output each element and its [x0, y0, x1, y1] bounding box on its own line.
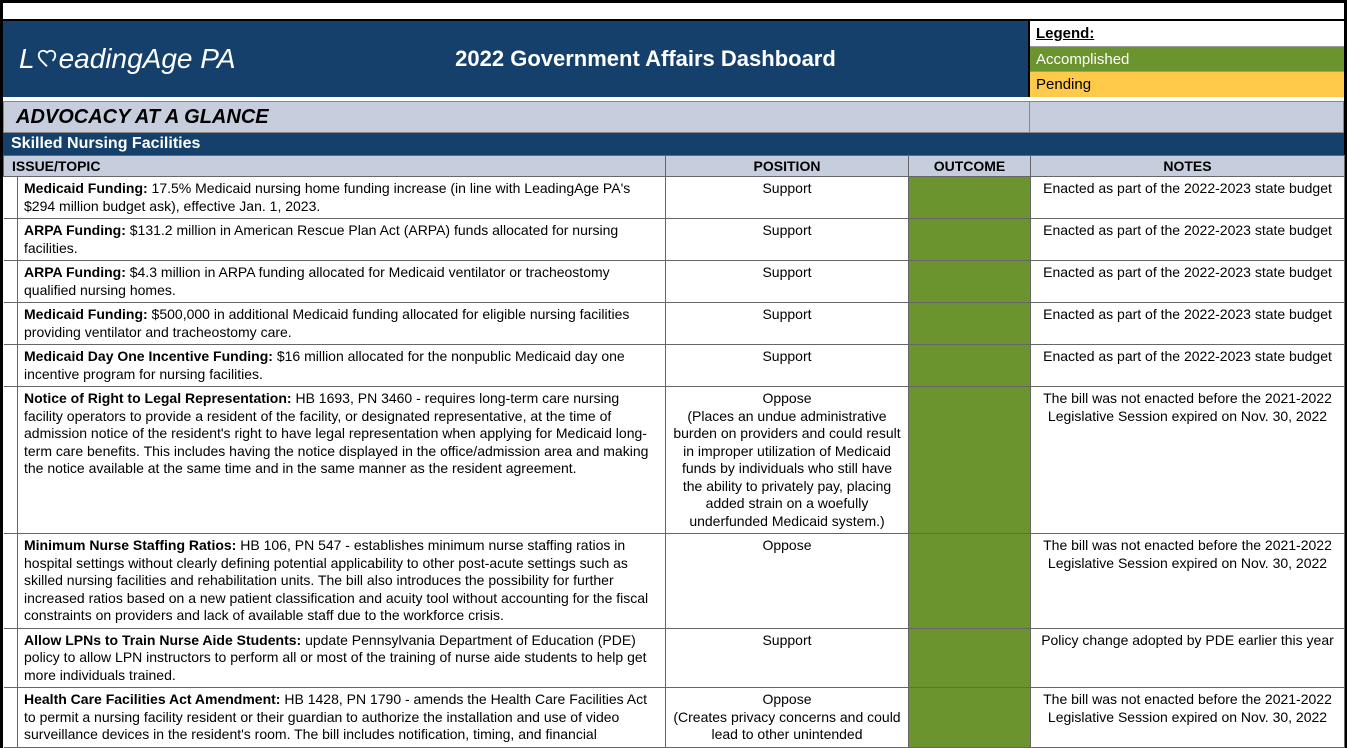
- issue-cell: Allow LPNs to Train Nurse Aide Students:…: [18, 628, 666, 688]
- issue-cell: Medicaid Funding: 17.5% Medicaid nursing…: [18, 177, 666, 219]
- position-label: Oppose: [672, 537, 902, 555]
- position-cell: Oppose(Creates privacy concerns and coul…: [666, 688, 909, 748]
- col-outcome: OUTCOME: [909, 156, 1031, 177]
- logo: L eadingAge PA: [3, 43, 263, 75]
- position-label: Support: [672, 264, 902, 282]
- notes-cell: Enacted as part of the 2022-2023 state b…: [1031, 345, 1345, 387]
- outcome-cell: [909, 387, 1031, 534]
- legend-accomplished: Accomplished: [1030, 47, 1344, 73]
- table-row: ARPA Funding: $131.2 million in American…: [4, 219, 1345, 261]
- row-gutter: [4, 387, 18, 534]
- legend-title: Legend:: [1030, 21, 1344, 47]
- outcome-cell: [909, 261, 1031, 303]
- advocacy-bar: ADVOCACY AT A GLANCE: [3, 101, 1344, 133]
- notes-cell: The bill was not enacted before the 2021…: [1031, 387, 1345, 534]
- table-row: Medicaid Funding: 17.5% Medicaid nursing…: [4, 177, 1345, 219]
- position-cell: Oppose(Places an undue administrative bu…: [666, 387, 909, 534]
- notes-cell: Enacted as part of the 2022-2023 state b…: [1031, 219, 1345, 261]
- row-gutter: [4, 688, 18, 748]
- position-cell: Oppose: [666, 534, 909, 629]
- issue-bold: Allow LPNs to Train Nurse Aide Students:: [24, 632, 301, 648]
- table-row: Health Care Facilities Act Amendment: HB…: [4, 688, 1345, 748]
- position-cell: Support: [666, 261, 909, 303]
- position-label: Support: [672, 306, 902, 324]
- table-row: Notice of Right to Legal Representation:…: [4, 387, 1345, 534]
- issue-bold: Minimum Nurse Staffing Ratios:: [24, 537, 236, 553]
- outcome-cell: [909, 688, 1031, 748]
- issue-cell: ARPA Funding: $4.3 million in ARPA fundi…: [18, 261, 666, 303]
- table-header-row: ISSUE/TOPIC POSITION OUTCOME NOTES: [4, 156, 1345, 177]
- outcome-cell: [909, 219, 1031, 261]
- notes-cell: Enacted as part of the 2022-2023 state b…: [1031, 261, 1345, 303]
- issue-bold: Medicaid Day One Incentive Funding:: [24, 348, 273, 364]
- row-gutter: [4, 345, 18, 387]
- issue-cell: ARPA Funding: $131.2 million in American…: [18, 219, 666, 261]
- legend-pending: Pending: [1030, 72, 1344, 97]
- header-row: L eadingAge PA 2022 Government Affairs D…: [3, 21, 1344, 97]
- top-spacer: [3, 3, 1344, 21]
- position-label: Support: [672, 348, 902, 366]
- logo-text-1: L: [19, 43, 35, 75]
- notes-cell: Enacted as part of the 2022-2023 state b…: [1031, 177, 1345, 219]
- table-row: ARPA Funding: $4.3 million in ARPA fundi…: [4, 261, 1345, 303]
- col-notes: NOTES: [1031, 156, 1345, 177]
- table-row: Medicaid Funding: $500,000 in additional…: [4, 303, 1345, 345]
- col-issue: ISSUE/TOPIC: [4, 156, 666, 177]
- position-cell: Support: [666, 628, 909, 688]
- outcome-cell: [909, 345, 1031, 387]
- notes-cell: Policy change adopted by PDE earlier thi…: [1031, 628, 1345, 688]
- row-gutter: [4, 303, 18, 345]
- row-gutter: [4, 177, 18, 219]
- page-title: 2022 Government Affairs Dashboard: [263, 46, 1028, 72]
- advocacy-title: ADVOCACY AT A GLANCE: [3, 101, 1030, 133]
- issue-cell: Medicaid Funding: $500,000 in additional…: [18, 303, 666, 345]
- issue-cell: Notice of Right to Legal Representation:…: [18, 387, 666, 534]
- legend-block: Legend: Accomplished Pending: [1030, 21, 1344, 97]
- issue-cell: Minimum Nurse Staffing Ratios: HB 106, P…: [18, 534, 666, 629]
- issue-bold: ARPA Funding:: [24, 264, 126, 280]
- position-note: (Creates privacy concerns and could lead…: [672, 709, 902, 744]
- outcome-cell: [909, 177, 1031, 219]
- table-row: Allow LPNs to Train Nurse Aide Students:…: [4, 628, 1345, 688]
- section-title: Skilled Nursing Facilities: [3, 133, 1344, 155]
- position-cell: Support: [666, 219, 909, 261]
- position-cell: Support: [666, 345, 909, 387]
- outcome-cell: [909, 628, 1031, 688]
- logo-text-2: eadingAge PA: [59, 43, 236, 75]
- issue-bold: Medicaid Funding:: [24, 180, 148, 196]
- notes-cell: The bill was not enacted before the 2021…: [1031, 688, 1345, 748]
- position-label: Support: [672, 222, 902, 240]
- notes-cell: The bill was not enacted before the 2021…: [1031, 534, 1345, 629]
- issue-bold: Medicaid Funding:: [24, 306, 148, 322]
- advocacy-right-pad: [1030, 101, 1344, 133]
- row-gutter: [4, 534, 18, 629]
- issue-bold: Health Care Facilities Act Amendment:: [24, 691, 280, 707]
- col-position: POSITION: [666, 156, 909, 177]
- position-label: Support: [672, 180, 902, 198]
- row-gutter: [4, 628, 18, 688]
- issue-cell: Health Care Facilities Act Amendment: HB…: [18, 688, 666, 748]
- position-cell: Support: [666, 303, 909, 345]
- table-row: Medicaid Day One Incentive Funding: $16 …: [4, 345, 1345, 387]
- position-label: Oppose: [672, 390, 902, 408]
- header-banner: L eadingAge PA 2022 Government Affairs D…: [3, 21, 1030, 97]
- outcome-cell: [909, 534, 1031, 629]
- outcome-cell: [909, 303, 1031, 345]
- issue-bold: ARPA Funding:: [24, 222, 126, 238]
- issue-cell: Medicaid Day One Incentive Funding: $16 …: [18, 345, 666, 387]
- row-gutter: [4, 261, 18, 303]
- issues-table: ISSUE/TOPIC POSITION OUTCOME NOTES Medic…: [3, 155, 1345, 748]
- position-label: Support: [672, 632, 902, 650]
- notes-cell: Enacted as part of the 2022-2023 state b…: [1031, 303, 1345, 345]
- heart-icon: [36, 48, 58, 70]
- table-row: Minimum Nurse Staffing Ratios: HB 106, P…: [4, 534, 1345, 629]
- position-note: (Places an undue administrative burden o…: [672, 408, 902, 531]
- issue-bold: Notice of Right to Legal Representation:: [24, 390, 292, 406]
- dashboard-frame: L eadingAge PA 2022 Government Affairs D…: [0, 0, 1347, 748]
- position-cell: Support: [666, 177, 909, 219]
- row-gutter: [4, 219, 18, 261]
